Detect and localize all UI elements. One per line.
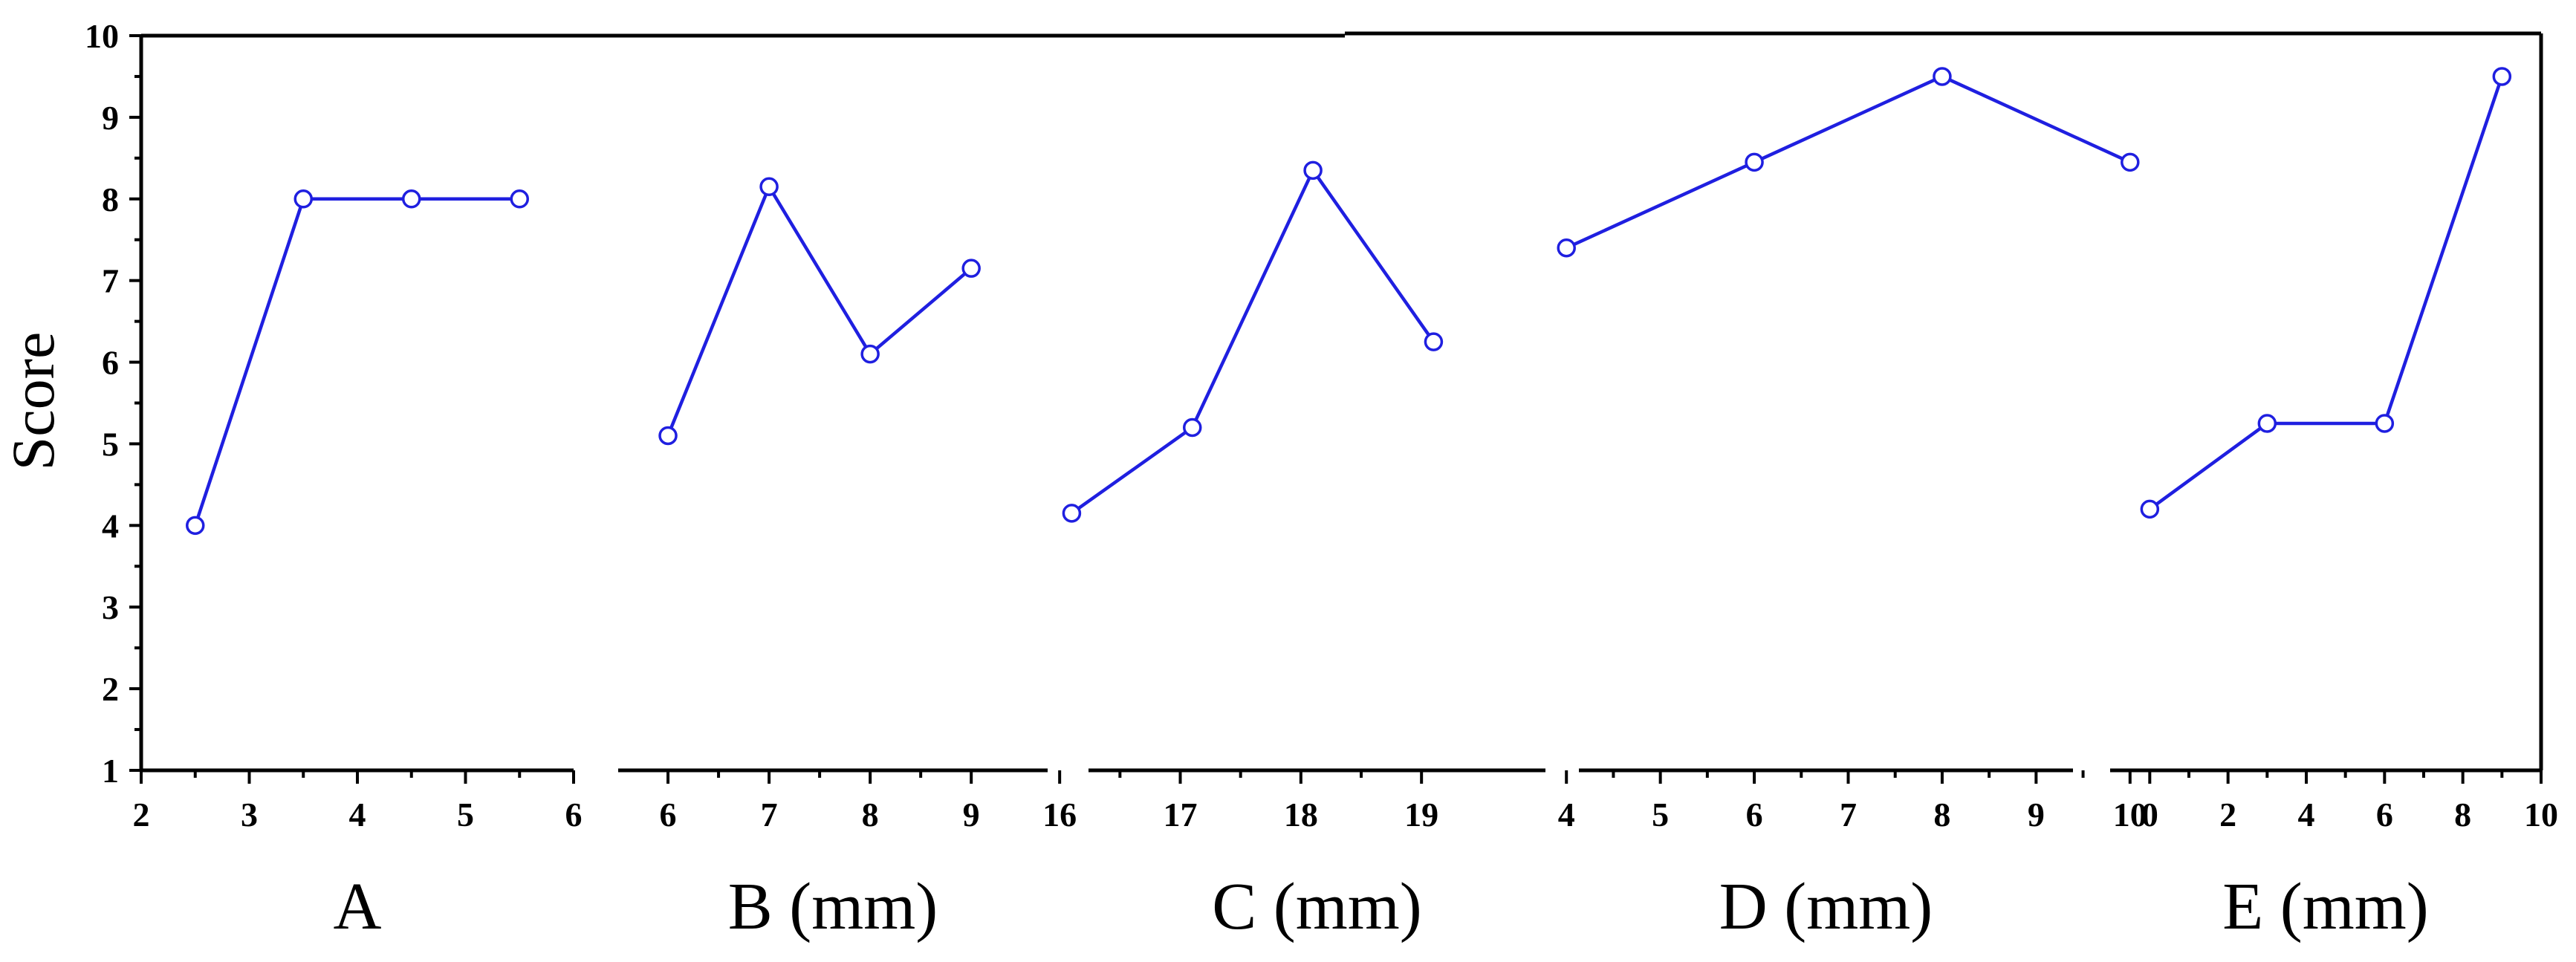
data-point — [293, 189, 313, 209]
x-tick-label: 6 — [660, 796, 677, 833]
data-point — [961, 259, 981, 278]
y-tick-label: 5 — [102, 425, 119, 463]
x-tick-label: 5 — [1652, 796, 1669, 833]
data-point — [402, 189, 421, 209]
x-tick-label: 4 — [2298, 796, 2315, 833]
x-tick-label: 17 — [1164, 796, 1198, 833]
x-tick-label: 2 — [133, 796, 150, 833]
x-tick-label: 6 — [1746, 796, 1763, 833]
x-tick-label: 3 — [241, 796, 258, 833]
x-tick-label: 0 — [2141, 796, 2158, 833]
x-axis-label: B (mm) — [728, 870, 938, 943]
series-line — [666, 183, 973, 437]
x-tick-label: 18 — [1284, 796, 1318, 833]
x-tick-label: 9 — [2028, 796, 2045, 833]
series-line — [1071, 166, 1435, 515]
x-tick-label: 6 — [2376, 796, 2393, 833]
data-point — [1745, 152, 1764, 172]
y-tick-label: 10 — [85, 17, 119, 55]
data-point — [2121, 152, 2140, 172]
panels: 2 3 4 5 6 A 6 7 8 9 B (mm) 16 17 18 19 C (mm) 4 5 6 7 8 9 10 D … — [133, 67, 2558, 943]
x-tick-label: 2 — [2219, 796, 2236, 833]
y-axis: 1 2 3 4 5 6 7 8 9 10 — [85, 17, 143, 790]
panel-E: 0 2 4 6 8 10 E (mm) — [2110, 67, 2558, 943]
x-tick-label: 10 — [2524, 796, 2558, 833]
data-point — [1557, 238, 1576, 258]
x-tick-label: 8 — [1933, 796, 1950, 833]
chart-frame — [141, 31, 2543, 770]
data-point — [2375, 414, 2395, 433]
data-point — [658, 426, 678, 446]
x-axis-label: E (mm) — [2222, 870, 2428, 943]
x-tick-label: 5 — [457, 796, 474, 833]
x-axis-label: D (mm) — [1719, 870, 1933, 943]
panel-D: 4 5 6 7 8 9 10 D (mm) — [1557, 67, 2147, 943]
x-tick-label: 4 — [349, 796, 366, 833]
data-point — [759, 177, 779, 197]
data-point — [510, 189, 529, 209]
y-tick-label: 2 — [102, 670, 119, 708]
data-point — [2140, 499, 2160, 519]
x-tick-label: 6 — [565, 796, 583, 833]
x-tick-label: 10 — [2113, 796, 2147, 833]
data-point — [1424, 332, 1444, 351]
x-tick-label: 8 — [862, 796, 879, 833]
y-axis-label: Score — [0, 332, 67, 471]
y-tick-label: 1 — [102, 752, 119, 790]
series-line — [193, 197, 520, 527]
panel-A: 2 3 4 5 6 A — [133, 189, 583, 943]
x-tick-label: 8 — [2454, 796, 2471, 833]
data-point — [860, 344, 880, 364]
panel-B: 6 7 8 9 B (mm) — [618, 177, 1048, 943]
series-line — [1566, 74, 2131, 250]
y-tick-label: 6 — [102, 344, 119, 382]
y-tick-label: 3 — [102, 588, 119, 626]
x-tick-label: 16 — [1042, 796, 1077, 833]
data-point — [1303, 160, 1323, 181]
data-point — [186, 516, 205, 536]
data-point — [1182, 417, 1202, 438]
panel-C: 16 17 18 19 C (mm) — [1042, 160, 1545, 943]
y-tick-label: 4 — [102, 507, 119, 545]
x-tick-label: 19 — [1404, 796, 1438, 833]
y-tick-label: 7 — [102, 262, 119, 300]
data-point — [1062, 504, 1082, 523]
y-tick-label: 9 — [102, 99, 119, 137]
x-tick-label: 9 — [963, 796, 980, 833]
series-line — [2148, 76, 2504, 511]
data-point — [1933, 67, 1952, 86]
x-tick-label: 7 — [761, 796, 778, 833]
data-point — [2492, 67, 2512, 86]
data-point — [2257, 414, 2277, 433]
x-tick-label: 4 — [1558, 796, 1575, 833]
x-axis-label: C (mm) — [1212, 870, 1421, 943]
y-tick-label: 8 — [102, 181, 119, 218]
x-axis-label: A — [334, 870, 382, 943]
x-tick-label: 7 — [1840, 796, 1857, 833]
